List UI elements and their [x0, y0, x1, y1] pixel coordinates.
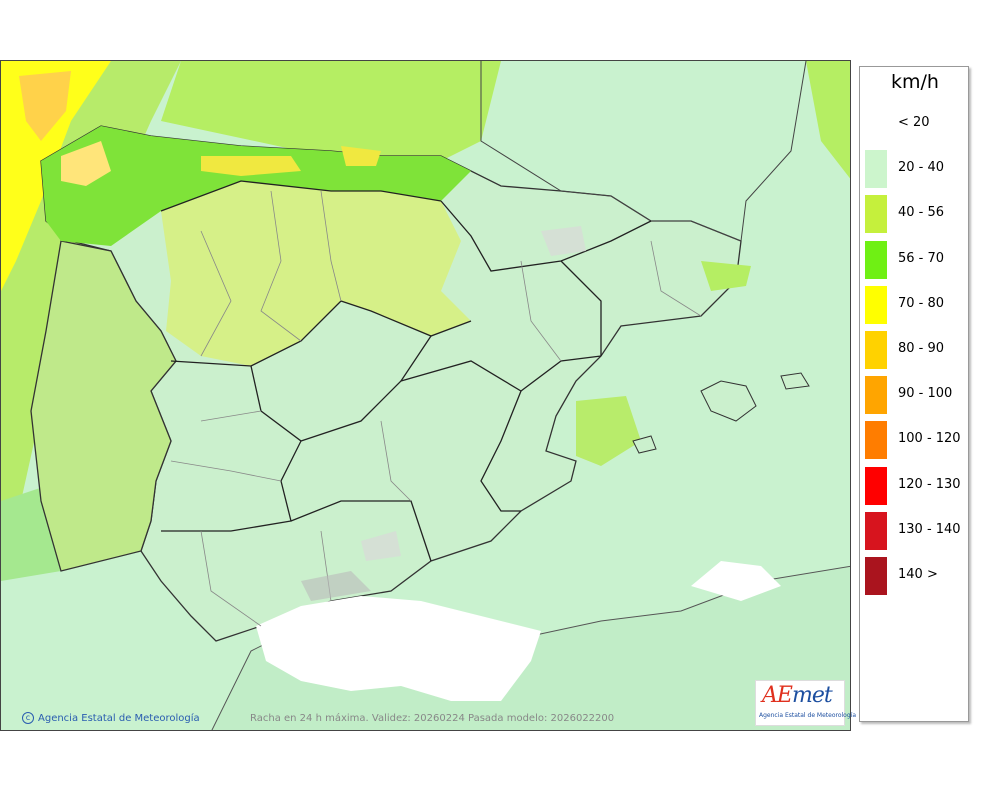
legend-swatch [865, 376, 887, 415]
legend-item: 100 - 120 [860, 421, 970, 466]
aemet-logo: AEmet Agencia Estatal de Meteorología [755, 680, 856, 726]
galicia-gust-core [61, 141, 111, 186]
legend-swatch [865, 150, 887, 189]
algerian-calm-zone [691, 561, 781, 601]
legend-label: 20 - 40 [898, 160, 945, 176]
mallorca [700, 380, 757, 422]
legend-swatch [865, 466, 887, 505]
catalonia-gust-patch [701, 261, 751, 291]
wind-gust-map [0, 60, 851, 731]
cantabrian-gust-band [161, 61, 501, 171]
copyright-icon: c [22, 712, 34, 724]
ibiza [632, 435, 657, 454]
legend-item: 120 - 130 [860, 466, 970, 512]
map-caption: Racha en 24 h máxima. Validez: 20260224 … [250, 713, 615, 724]
legend-label: < 20 [898, 115, 930, 130]
legend-label: 140 > [898, 567, 938, 582]
legend-item: 56 - 70 [860, 240, 970, 286]
legend-panel: km/h < 20 20 - 40 40 - 56 56 - 70 70 - 80 80 … [859, 66, 969, 722]
legend-swatch [865, 511, 887, 550]
aemet-logo-wordmark: AEmet [762, 683, 833, 708]
legend-item: 40 - 56 [860, 195, 970, 240]
high-terrain-patch [541, 226, 586, 256]
legend-label: 70 - 80 [898, 295, 945, 311]
legend-label: 130 - 140 [898, 521, 961, 537]
high-terrain-patch [361, 531, 401, 561]
legend-label: 40 - 56 [898, 205, 945, 221]
legend-item: 80 - 90 [860, 331, 970, 376]
legend-item: 70 - 80 [860, 285, 970, 331]
agency-credit: c Agencia Estatal de Meteorología [22, 712, 200, 724]
alboran-calm-zone [256, 596, 541, 701]
gulf-of-lion-gust-band [806, 61, 850, 179]
legend-swatch [865, 331, 887, 369]
legend-swatch [865, 105, 887, 143]
legend-swatch [865, 195, 887, 234]
aemet-logo-subtitle: Agencia Estatal de Meteorología [759, 712, 856, 719]
legend-swatch [865, 557, 887, 595]
legend-item: 130 - 140 [860, 511, 970, 557]
cantabrian-mountain-gust [201, 156, 301, 176]
basque-gust-core [341, 146, 381, 166]
legend-swatch [865, 421, 887, 460]
map-canvas [1, 61, 850, 730]
agency-credit-text: Agencia Estatal de Meteorología [38, 713, 200, 724]
legend-item: < 20 [860, 105, 970, 150]
legend-label: 80 - 90 [898, 341, 945, 356]
high-terrain-patch [301, 571, 371, 601]
legend-item: 20 - 40 [860, 150, 970, 195]
legend-item: 140 > [860, 557, 970, 602]
menorca [780, 372, 810, 390]
portugal [30, 240, 177, 572]
valencia-gust-patch [576, 396, 641, 466]
legend-unit: km/h [891, 71, 939, 93]
legend-label: 100 - 120 [898, 431, 961, 447]
legend-label: 120 - 130 [898, 476, 961, 492]
france-border [480, 61, 807, 242]
legend-label: 90 - 100 [898, 386, 953, 402]
legend-item: 90 - 100 [860, 376, 970, 421]
atlantic-gust-core [19, 71, 71, 141]
legend-swatch [865, 285, 887, 324]
legend-label: 56 - 70 [898, 250, 945, 266]
legend-swatch [865, 240, 887, 279]
